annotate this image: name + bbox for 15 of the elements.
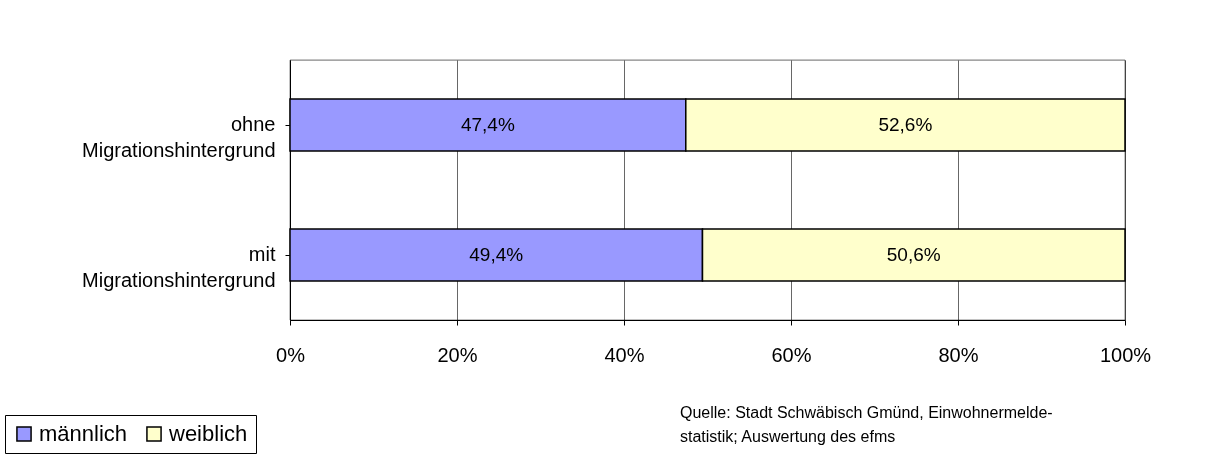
y-tick-label: mit Migrationshintergrund (82, 243, 276, 291)
legend-label: männlich (39, 421, 128, 446)
data-label: 47,4% (460, 114, 515, 135)
data-label: 50,6% (886, 244, 941, 265)
x-tick-label: 40% (604, 343, 645, 366)
source-note: Quelle: Stadt Schwäbisch Gmünd, Einwohnermelde- statistik; Auswertung des efms (680, 404, 1053, 445)
x-tick-label: 60% (771, 343, 812, 366)
x-tick-label: 20% (437, 343, 478, 366)
x-tick-label: 80% (938, 343, 979, 366)
y-tick-label: ohne Migrationshintergrund (82, 113, 276, 161)
data-label: 52,6% (878, 114, 933, 135)
x-tick-label: 100% (1099, 343, 1152, 366)
x-tick-label: 0% (276, 343, 306, 366)
legend-label: weiblich (168, 421, 248, 446)
data-label: 49,4% (469, 244, 524, 265)
